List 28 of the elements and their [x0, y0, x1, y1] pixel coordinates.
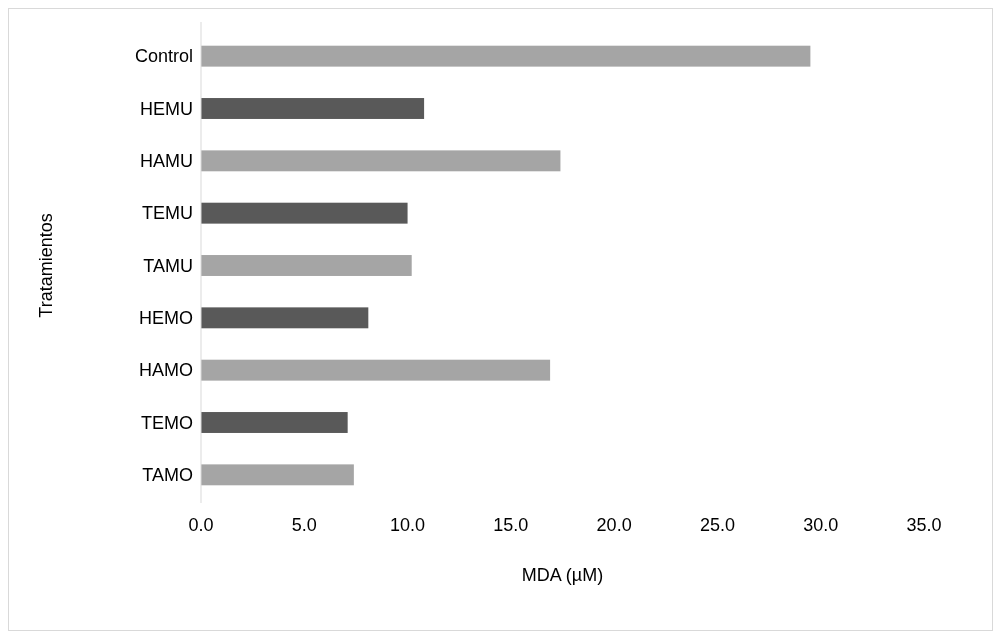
y-tick-label: HEMO [139, 308, 193, 329]
x-axis-title: MDA (µM) [521, 565, 604, 585]
bar [201, 307, 369, 329]
bar [201, 150, 561, 172]
y-tick-label: HAMO [139, 360, 193, 381]
x-tick-label: 30.0 [803, 515, 839, 535]
x-tick-label: 0.0 [188, 515, 214, 535]
x-tick-label: 20.0 [596, 515, 632, 535]
x-tick-label: 5.0 [291, 515, 317, 535]
y-tick-label: TAMO [142, 465, 193, 486]
y-tick-label: TEMO [141, 412, 193, 433]
bar [201, 202, 408, 224]
x-tick-label: 15.0 [493, 515, 529, 535]
bar [201, 98, 425, 119]
bar [201, 464, 354, 486]
bar [201, 45, 811, 67]
x-tick-label: 10.0 [390, 515, 426, 535]
bar [201, 255, 412, 276]
bar [201, 412, 348, 433]
y-tick-label: TEMU [142, 203, 193, 224]
x-tick-label: 35.0 [906, 515, 942, 535]
x-tick-label: 25.0 [699, 515, 735, 535]
y-tick-label: TAMU [143, 255, 193, 276]
bar [201, 359, 551, 381]
y-axis-title: Tratamientos [36, 213, 56, 318]
y-tick-label: HAMU [140, 151, 193, 172]
y-tick-label: HEMU [140, 98, 193, 119]
y-tick-label: Control [134, 46, 193, 67]
